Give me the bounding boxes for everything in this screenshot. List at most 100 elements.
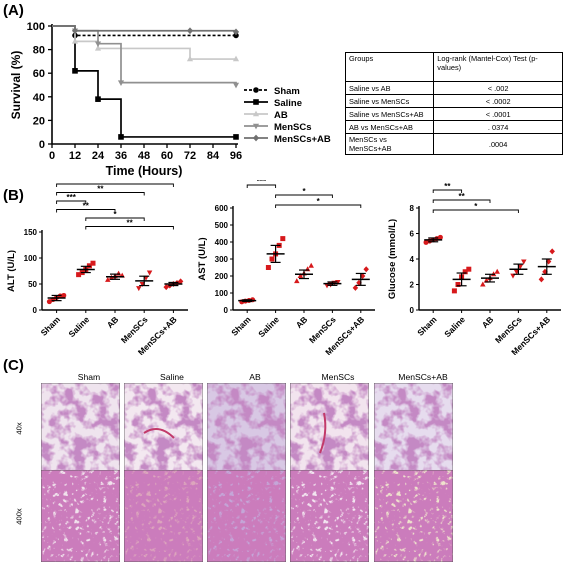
logrank-pvalue: < .0002	[433, 94, 563, 108]
x-tick-label: 72	[184, 150, 196, 162]
significance-label: **	[444, 182, 451, 191]
histology-image-ab-400x	[207, 470, 286, 562]
x-tick-label: 48	[138, 150, 150, 162]
table-row: AB vs MenSCs+AB . 0374	[344, 120, 563, 134]
data-point	[117, 80, 125, 86]
legend-label: AB	[274, 110, 288, 121]
y-tick-label: 200	[215, 272, 229, 281]
x-tick-label: 12	[69, 150, 81, 162]
x-tick-label: AB	[480, 314, 496, 330]
y-tick-label: 400	[215, 238, 229, 247]
significance-label: *	[302, 187, 306, 196]
data-point	[437, 234, 443, 240]
data-point	[363, 266, 369, 273]
significance-bracket	[432, 189, 463, 193]
data-point	[549, 248, 555, 255]
significance-label: *	[474, 202, 478, 211]
logrank-comparison: MenSCs vs MenSCs+AB	[344, 133, 435, 155]
data-point	[94, 41, 102, 48]
y-tick-label: 500	[215, 221, 229, 230]
significance-label: ***	[67, 193, 77, 202]
x-tick-label: 96	[230, 150, 242, 162]
data-point	[95, 96, 101, 102]
data-point	[494, 268, 500, 274]
x-tick-label: Sham	[415, 314, 439, 338]
significance-label: **	[97, 185, 104, 194]
y-tick-label: 2	[410, 281, 415, 290]
y-tick-label: 20	[33, 115, 45, 127]
y-tick-label: 0	[410, 306, 415, 315]
legend-marker	[253, 87, 259, 93]
y-tick-label: 50	[28, 280, 37, 289]
x-tick-label: 0	[49, 150, 55, 162]
logrank-comparison: AB vs MenSCs+AB	[344, 120, 435, 134]
histology-image-saline-400x	[124, 470, 203, 562]
data-point	[335, 279, 341, 285]
series-line	[52, 25, 236, 138]
x-tick-label: Saline	[442, 314, 467, 339]
data-point	[466, 266, 472, 272]
y-tick-label: 600	[215, 204, 229, 213]
legend-label: MenSCs+AB	[274, 134, 331, 145]
y-axis-label: Glucose (mmol/L)	[387, 219, 398, 299]
significance-label: *	[317, 197, 321, 206]
x-tick-label: Saline	[256, 314, 281, 339]
significance-bracket	[85, 217, 145, 221]
significance-label: *	[113, 180, 117, 185]
data-point	[146, 270, 153, 276]
legend-marker	[252, 123, 260, 130]
y-tick-label: 300	[215, 255, 229, 264]
survival-chart: 0 20 40 60 80 100 0 12 24 36 48 60 72 84 96 Time (Hours…	[9, 21, 331, 178]
legend-label: Sham	[274, 86, 300, 97]
data-point	[462, 269, 468, 275]
significance-bracket	[275, 194, 333, 198]
logrank-comparison: Saline vs MenSCs+AB	[344, 107, 435, 121]
histology-col-label: MenSCs	[321, 372, 355, 382]
significance-label: *	[113, 210, 117, 219]
histology-image-menscs-40x	[290, 383, 369, 475]
x-tick-label: Sham	[39, 314, 63, 338]
data-point	[521, 259, 527, 265]
significance-bracket	[56, 209, 116, 213]
logrank-comparison: Saline vs MenSCs	[344, 94, 435, 108]
y-tick-label: 0	[224, 306, 229, 315]
data-point	[233, 32, 239, 39]
x-tick-label: AB	[105, 314, 121, 330]
logrank-table: Groups Log-rank (Mantel-Cox) Test (p-val…	[344, 52, 563, 155]
y-tick-label: 100	[24, 254, 38, 263]
data-point	[105, 276, 111, 282]
significance-label: **	[83, 202, 90, 211]
legend-marker	[252, 110, 260, 117]
significance-bracket	[56, 183, 174, 187]
y-axis-label: AST (U/L)	[197, 237, 208, 280]
significance-bracket	[85, 226, 174, 230]
histology-image-menscs-ab-40x	[374, 383, 453, 475]
y-axis-label: ALT (U/L)	[6, 250, 17, 292]
table-row: Saline vs MenSCs+AB < .0001	[344, 107, 563, 121]
logrank-header-pvalue: Log-rank (Mantel-Cox) Test (p-values)	[433, 52, 563, 82]
y-tick-label: 40	[33, 92, 45, 104]
significance-bracket	[56, 200, 87, 204]
data-point	[233, 134, 239, 140]
significance-bracket	[432, 199, 491, 203]
x-tick-label: AB	[294, 314, 310, 330]
y-tick-label: 0	[33, 306, 38, 315]
histology-col-label: Saline	[160, 372, 184, 382]
x-tick-label: 24	[92, 150, 105, 162]
logrank-header-row: Groups Log-rank (Mantel-Cox) Test (p-val…	[344, 52, 563, 82]
y-tick-label: 0	[39, 139, 45, 151]
x-tick-label: 84	[207, 150, 220, 162]
data-point	[324, 283, 330, 289]
panel-letter-a: (A)	[3, 2, 24, 19]
significance-bracket	[246, 184, 277, 188]
data-point	[71, 37, 79, 44]
data-point	[72, 68, 78, 74]
y-tick-label: 8	[410, 204, 415, 213]
y-tick-label: 60	[33, 68, 45, 80]
panel-letter-b: (B)	[3, 187, 24, 204]
data-point	[186, 27, 194, 35]
data-point	[265, 265, 271, 270]
data-point	[451, 288, 457, 294]
histology-row-label: 40x	[14, 422, 24, 435]
